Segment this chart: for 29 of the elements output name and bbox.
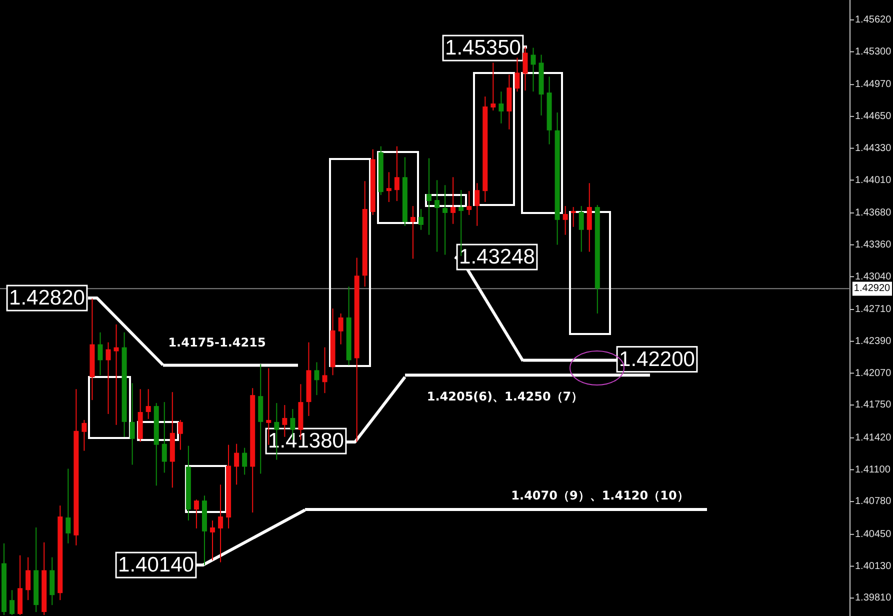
y-tick-label: 1.40450 xyxy=(855,529,892,540)
y-tick-label: 1.45300 xyxy=(855,46,892,58)
y-tick-label: 1.44010 xyxy=(855,174,892,186)
y-tick-label: 1.39810 xyxy=(855,592,892,604)
annotation: 1.4070（9）、1.4120（10） xyxy=(511,488,689,502)
y-tick-label: 1.42070 xyxy=(855,368,892,379)
y-tick-label: 1.45620 xyxy=(855,14,892,26)
ref-line-label: 1.42200 xyxy=(619,348,695,371)
annotation: 1.43248 xyxy=(459,246,535,269)
y-tick-label: 1.42390 xyxy=(855,336,892,347)
y-tick-label: 1.41420 xyxy=(855,432,892,444)
y-tick-label: 1.43680 xyxy=(855,208,892,219)
ref-line-label: 1.42920 xyxy=(854,283,891,294)
y-tick-label: 1.44970 xyxy=(855,79,892,90)
y-tick-label: 1.44330 xyxy=(855,142,892,154)
annotation: 1.4205(6)、1.4250（7） xyxy=(426,389,584,404)
y-tick-label: 1.41750 xyxy=(855,400,892,411)
y-tick-label: 1.41100 xyxy=(855,464,891,476)
annotation: 1.41380 xyxy=(268,430,344,453)
annotation: 1.40140 xyxy=(118,554,194,577)
y-tick-label: 1.43040 xyxy=(855,271,892,282)
annotation: 1.45350 xyxy=(445,36,521,60)
y-tick-label: 1.40130 xyxy=(855,560,892,572)
annotation: 1.4175-1.4215 xyxy=(168,335,266,350)
y-tick-label: 1.40780 xyxy=(855,496,892,508)
y-tick-label: 1.44650 xyxy=(855,111,892,122)
y-tick-label: 1.43360 xyxy=(855,239,892,250)
annotation: 1.42820 xyxy=(9,286,85,310)
y-tick-label: 1.42710 xyxy=(855,304,892,316)
